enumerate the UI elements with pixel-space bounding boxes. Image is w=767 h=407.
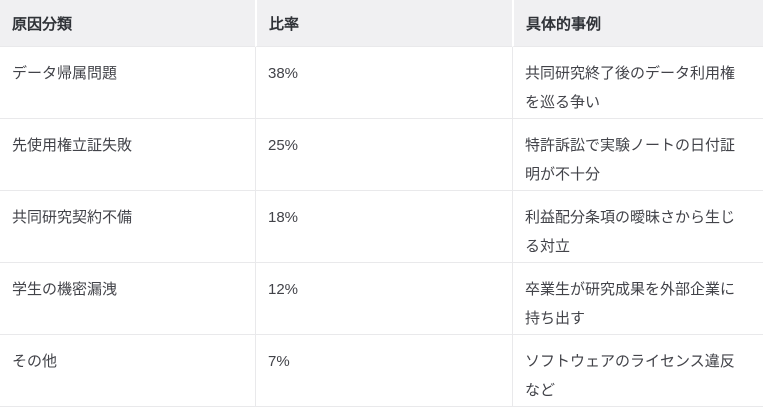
table-row: 共同研究契約不備 18% 利益配分条項の曖昧さから生じる対立 xyxy=(0,191,763,263)
cell-example: 共同研究終了後のデータ利用権を巡る争い xyxy=(512,47,763,119)
cell-category: データ帰属問題 xyxy=(0,47,255,119)
cell-example: ソフトウェアのライセンス違反など xyxy=(512,335,763,407)
header-cell-example: 具体的事例 xyxy=(512,0,763,47)
header-cell-ratio: 比率 xyxy=(255,0,512,47)
cell-category: その他 xyxy=(0,335,255,407)
cell-category: 共同研究契約不備 xyxy=(0,191,255,263)
cell-ratio: 7% xyxy=(255,335,512,407)
cell-category: 学生の機密漏洩 xyxy=(0,263,255,335)
cell-category: 先使用権立証失敗 xyxy=(0,119,255,191)
table-row: データ帰属問題 38% 共同研究終了後のデータ利用権を巡る争い xyxy=(0,47,763,119)
cell-ratio: 12% xyxy=(255,263,512,335)
cell-example: 特許訴訟で実験ノートの日付証明が不十分 xyxy=(512,119,763,191)
header-cell-category: 原因分類 xyxy=(0,0,255,47)
cell-example: 卒業生が研究成果を外部企業に持ち出す xyxy=(512,263,763,335)
cell-ratio: 38% xyxy=(255,47,512,119)
table-row: その他 7% ソフトウェアのライセンス違反など xyxy=(0,335,763,407)
cell-ratio: 25% xyxy=(255,119,512,191)
cell-example: 利益配分条項の曖昧さから生じる対立 xyxy=(512,191,763,263)
cell-ratio: 18% xyxy=(255,191,512,263)
table-row: 先使用権立証失敗 25% 特許訴訟で実験ノートの日付証明が不十分 xyxy=(0,119,763,191)
table-row: 学生の機密漏洩 12% 卒業生が研究成果を外部企業に持ち出す xyxy=(0,263,763,335)
header-row: 原因分類 比率 具体的事例 xyxy=(0,0,763,47)
